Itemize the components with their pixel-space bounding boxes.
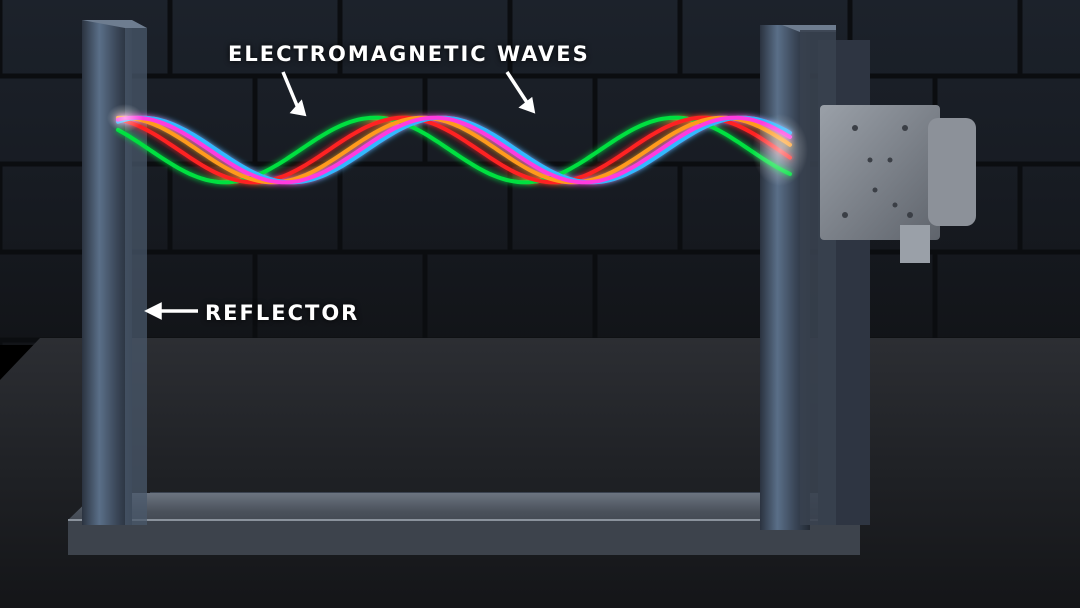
magnetron-emitter [820,105,976,263]
wave-red [116,115,792,185]
wave-green [116,115,792,185]
reflector-label: REFLECTOR [205,301,360,325]
reflector-arrow [144,302,198,320]
table-surface [0,338,1080,608]
base-front [68,520,860,555]
waves-arrow-left [281,71,307,117]
waves-arrow-right [505,71,536,114]
wave-orange [116,115,792,185]
reflector-post [82,20,132,525]
electromagnetic-waves-label: ELECTROMAGNETIC WAVES [228,42,590,66]
electromagnetic-waves [116,115,792,185]
wave-magenta [116,115,792,185]
